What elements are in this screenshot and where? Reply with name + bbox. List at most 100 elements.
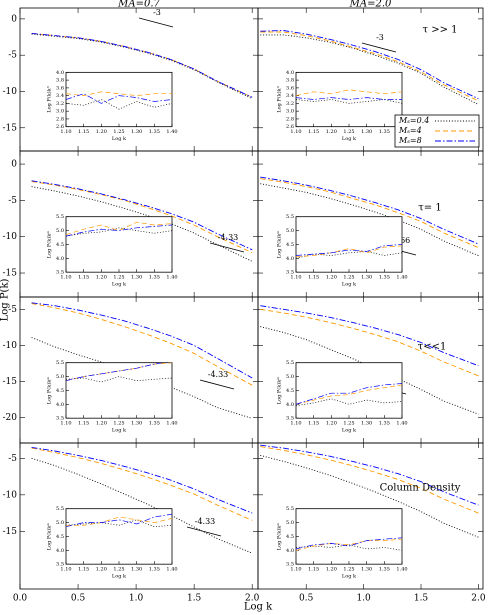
legend-label: Mₛ=8	[398, 136, 422, 145]
inset-y-tick-label: 5.5	[56, 506, 64, 512]
inset-x-tick-label: 1.15	[308, 421, 319, 427]
series-line	[66, 516, 172, 526]
inset-x-tick-label: 1.35	[149, 567, 160, 573]
inset-x-tick-label: 1.35	[379, 421, 390, 427]
y-tick-label: 0	[11, 14, 17, 24]
series-line	[296, 245, 402, 258]
inset-x-tick-label: 1.10	[290, 421, 301, 427]
series-line	[31, 447, 253, 521]
y-tick-label: -10	[3, 232, 18, 242]
inset-x-tick-label: 1.25	[113, 421, 124, 427]
inset-y-tick-label: 3.5	[286, 562, 294, 568]
inset-x-tick-label: 1.35	[149, 129, 160, 135]
inset-x-tick-label: 1.40	[166, 275, 177, 281]
slope-line	[199, 379, 235, 390]
inset-y-tick-label: 4.0	[286, 548, 294, 554]
series-line	[66, 93, 172, 104]
series-line	[31, 337, 253, 419]
series-line	[296, 97, 402, 100]
inset-x-tick-label: 1.30	[131, 567, 142, 573]
inset-y-tick-label: 4.5	[286, 242, 294, 248]
inset-x-tick-label: 1.20	[326, 275, 337, 281]
inset-y-tick-label: 5.0	[286, 520, 294, 526]
inset-y-tick-label: 4.5	[56, 388, 64, 394]
inset-x-tick-label: 1.10	[290, 567, 301, 573]
series-line	[31, 446, 253, 514]
inset-y-label: Log P(k)kᵐ	[46, 377, 53, 405]
series-line	[66, 221, 172, 236]
inset-y-label: Log P(k)k³	[46, 86, 53, 112]
inset-y-tick-label: 5.5	[286, 360, 294, 366]
y-tick-label: -5	[8, 51, 17, 61]
inset-y-tick-label: 3.6	[286, 85, 294, 91]
inset-x-label: Log k	[112, 282, 127, 288]
x-tick-label: 2.0	[245, 594, 260, 604]
inset-y-tick-label: 5.5	[286, 506, 294, 512]
inset-y-tick-label: 3.6	[56, 85, 64, 91]
inset-y-tick-label: 3.8	[56, 78, 64, 84]
series-line	[66, 376, 172, 383]
series-line	[296, 537, 402, 550]
inset-frame	[65, 71, 173, 128]
inset-x-tick-label: 1.20	[326, 421, 337, 427]
series-line	[66, 519, 172, 528]
inset-y-label: Log P(k)kᵐ	[276, 523, 283, 551]
inset-x-tick-label: 1.10	[60, 421, 71, 427]
inset-y-tick-label: 3.4	[286, 93, 294, 99]
series-line	[296, 244, 402, 256]
y-tick-label: -15	[3, 527, 18, 537]
x-axis-label: Log k	[244, 602, 273, 613]
inset-x-tick-label: 1.25	[343, 129, 354, 135]
x-tick-label: 0.5	[299, 594, 314, 604]
inset-x-tick-label: 1.40	[166, 567, 177, 573]
inset-x-tick-label: 1.15	[78, 421, 89, 427]
inset-x-tick-label: 1.40	[166, 421, 177, 427]
series-line	[296, 383, 402, 405]
inset-x-tick-label: 1.20	[326, 567, 337, 573]
inset-y-tick-label: 5.5	[56, 214, 64, 220]
series-line	[31, 457, 253, 554]
inset-y-tick-label: 4.0	[56, 256, 64, 262]
inset-y-tick-label: 2.8	[286, 116, 294, 122]
series-line	[296, 398, 402, 407]
y-tick-label: -15	[3, 269, 18, 279]
inset-y-tick-label: 3.5	[286, 270, 294, 276]
slope-label: -3	[153, 8, 161, 17]
series-line	[296, 538, 402, 551]
inset-y-tick-label: 5.5	[56, 360, 64, 366]
slope-label: -3	[376, 33, 384, 42]
series-line	[260, 34, 479, 105]
y-tick-label: -20	[3, 413, 18, 423]
y-axis-label: Log P(k)	[0, 278, 11, 321]
inset-y-tick-label: 3.2	[56, 101, 64, 107]
slope-line	[209, 242, 245, 253]
inset-x-label: Log k	[112, 136, 127, 142]
inset-y-tick-label: 3.2	[286, 101, 294, 107]
inset-x-tick-label: 1.35	[379, 129, 390, 135]
inset-x-tick-label: 1.35	[379, 275, 390, 281]
y-tick-label: -10	[3, 87, 18, 97]
inset-x-tick-label: 1.20	[96, 129, 107, 135]
inset-x-tick-label: 1.15	[78, 129, 89, 135]
x-tick-label: 2.0	[471, 594, 486, 604]
inset-y-tick-label: 4.0	[56, 548, 64, 554]
series-line	[66, 227, 172, 237]
annotation: τ >> 1	[422, 25, 457, 36]
inset-x-tick-label: 1.30	[361, 129, 372, 135]
inset-x-tick-label: 1.25	[343, 421, 354, 427]
x-tick-label: 0.5	[71, 594, 86, 604]
inset-x-tick-label: 1.35	[149, 421, 160, 427]
inset-y-label: Log P(k)k³	[276, 86, 283, 112]
inset-y-tick-label: 2.6	[56, 124, 64, 130]
series-line	[260, 305, 479, 367]
y-tick-label: -10	[3, 490, 18, 500]
inset-x-tick-label: 1.25	[113, 129, 124, 135]
series-line	[260, 31, 479, 102]
inset-x-tick-label: 1.40	[396, 567, 407, 573]
series-line	[260, 444, 479, 506]
series-line	[31, 180, 253, 251]
inset-x-tick-label: 1.10	[290, 275, 301, 281]
slope-line	[361, 42, 397, 53]
inset-y-tick-label: 5.0	[56, 228, 64, 234]
inset-y-tick-label: 3.0	[286, 109, 294, 115]
